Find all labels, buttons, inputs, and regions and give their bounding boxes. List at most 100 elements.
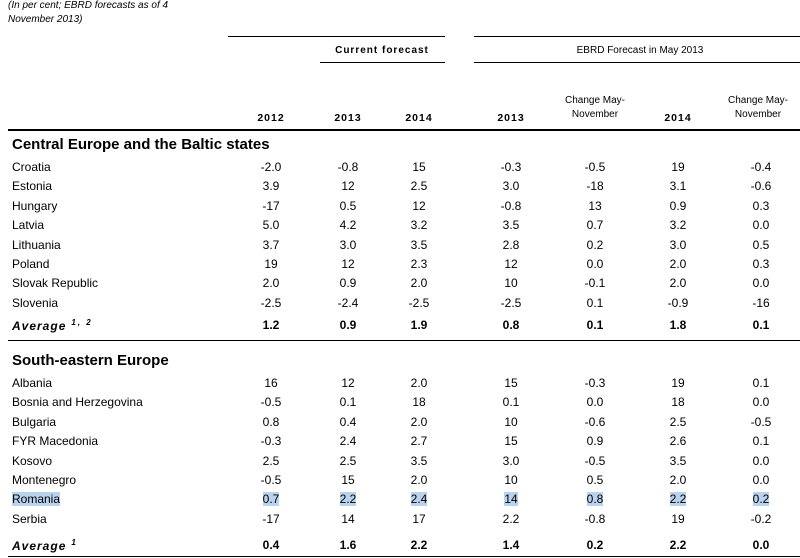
col-header-2013-ebrd: 2013 [497,112,525,124]
cell-value: 3.2 [669,218,687,232]
cell-value: 2.2 [669,492,687,506]
table-cell: 0.4 [325,415,371,429]
table-cell: 2.0 [655,257,701,271]
cell-value: 2.7 [410,434,428,448]
table-row: Bulgaria 0.8 0.4 2.0 10 -0.6 2.5 -0.5 [0,415,800,435]
table-cell: -0.5 [738,415,784,429]
cell-value: -0.5 [584,160,606,174]
table-cell: 12 [325,179,371,193]
cell-value: 0.0 [752,473,770,487]
table-row: Bosnia and Herzegovina -0.5 0.1 18 0.1 0.0 18 0… [0,395,800,415]
table-row: Poland 19 12 2.3 12 0.0 2.0 0.3 [0,257,800,277]
table-cell: 2.2 [655,538,701,552]
cell-value: -0.5 [584,454,606,468]
cell-value: 17 [412,512,426,526]
cell-value: 12 [341,376,355,390]
header-rule [8,129,800,131]
table-cell: 0.0 [738,218,784,232]
section-title-central-europe: Central Europe and the Baltic states [12,136,270,153]
cell-value: 0.1 [502,395,520,409]
cell-value: 2.5 [669,415,687,429]
table-cell: 0.9 [572,434,618,448]
cell-value: 12 [341,257,355,271]
col-header-2013-current: 2013 [334,112,362,124]
table-cell: -0.3 [572,376,618,390]
cell-value: -0.4 [750,160,772,174]
cell-value: 0.0 [586,395,604,409]
table-cell: 0.5 [572,473,618,487]
cell-value: 15 [412,160,426,174]
table-cell: 0.1 [738,376,784,390]
row-label-text: Albania [12,376,53,390]
cell-value: 15 [504,434,518,448]
table-cell: 2.2 [325,492,371,506]
country-name: Montenegro [12,473,76,487]
table-row: Kosovo 2.5 2.5 3.5 3.0 -0.5 3.5 0.0 [0,454,800,474]
group-rule-current [320,62,445,63]
table-cell: 3.0 [488,179,534,193]
cell-value: 0.5 [586,473,604,487]
cell-value: -0.8 [337,160,359,174]
table-cell: 0.2 [572,238,618,252]
cell-value: 13 [588,199,602,213]
table-cell: 3.2 [396,218,442,232]
cell-value: 18 [412,395,426,409]
cell-value: 10 [504,473,518,487]
cell-value: 3.0 [502,454,520,468]
cell-value: 0.3 [752,257,770,271]
country-name: Poland [12,257,49,271]
footnote-marker: 1 [71,538,78,547]
table-row: FYR Macedonia -0.3 2.4 2.7 15 0.9 2.6 0.1 [0,434,800,454]
table-cell: -0.6 [738,179,784,193]
cell-value: 5.0 [262,218,280,232]
cell-value: -0.8 [500,199,522,213]
cell-value: 2.4 [410,492,428,506]
table-cell: 2.2 [655,492,701,506]
cell-value: 15 [341,473,355,487]
cell-value: 0.2 [586,238,604,252]
table-cell: 0.8 [488,318,534,332]
cell-value: 0.0 [752,395,770,409]
table-row: Latvia 5.0 4.2 3.2 3.5 0.7 3.2 0.0 [0,218,800,238]
cell-value: 1.4 [502,538,520,552]
cell-value: -0.5 [260,473,282,487]
cell-value: 3.9 [262,179,280,193]
table-cell: -0.3 [248,434,294,448]
note-line-2: November 2013) [8,14,83,25]
table-cell: 0.2 [572,538,618,552]
cell-value: 10 [504,276,518,290]
cell-value: 3.5 [410,454,428,468]
country-name: Albania [12,376,52,390]
table-cell: 1.9 [396,318,442,332]
table-cell: 4.2 [325,218,371,232]
col-header-2012: 2012 [257,112,285,124]
table-row: Estonia 3.9 12 2.5 3.0 -18 3.1 -0.6 [0,179,800,199]
section-divider [8,340,800,341]
cell-value: 2.0 [669,257,687,271]
table-cell: -0.5 [572,454,618,468]
table-cell: 2.4 [325,434,371,448]
cell-value: 2.2 [669,538,687,552]
cell-value: 3.1 [669,179,687,193]
table-cell: 2.8 [488,238,534,252]
cell-value: -0.5 [260,395,282,409]
table-row: Serbia -17 14 17 2.2 -0.8 19 -0.2 [0,512,800,532]
table-cell: 2.0 [655,473,701,487]
cell-value: 0.7 [586,218,604,232]
country-name: Lithuania [12,238,61,252]
table-row: Hungary -17 0.5 12 -0.8 13 0.9 0.3 [0,199,800,219]
table-cell: 3.9 [248,179,294,193]
average-label: Average 1 [12,538,78,553]
cell-value: 3.0 [339,238,357,252]
table-cell: 0.0 [572,257,618,271]
table-cell: 5.0 [248,218,294,232]
cell-value: -0.8 [584,512,606,526]
cell-value: 2.0 [262,276,280,290]
cell-value: 3.5 [669,454,687,468]
table-cell: 3.0 [325,238,371,252]
cell-value: 0.1 [752,434,770,448]
cell-value: 0.1 [586,318,604,332]
cell-value: -0.6 [584,415,606,429]
row-label-text: Romania [12,492,61,506]
row-label-text: Lithuania [12,238,61,252]
